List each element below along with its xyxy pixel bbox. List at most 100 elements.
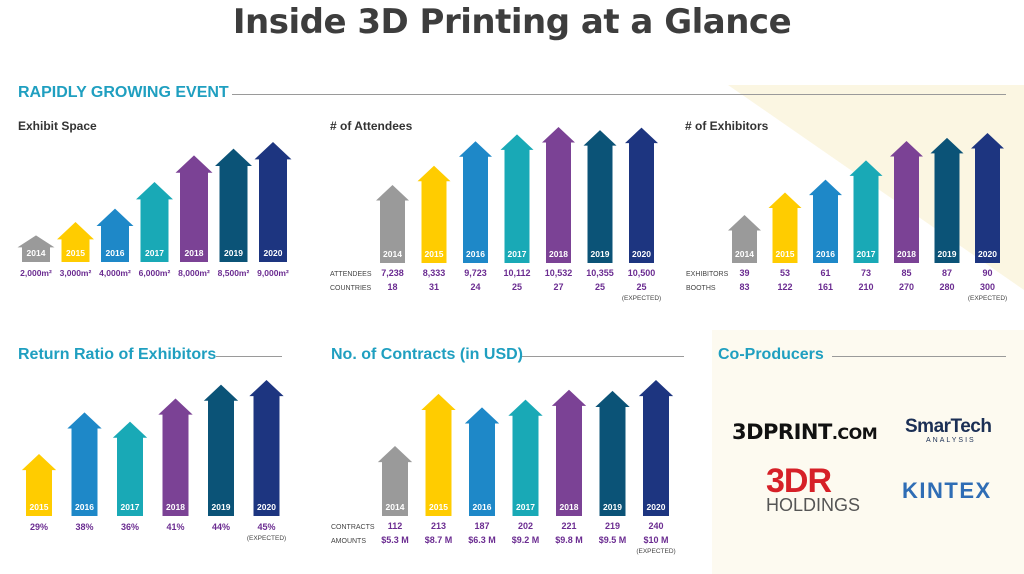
year-label: 2014 — [383, 249, 402, 259]
chart-bar-2020 — [638, 380, 674, 516]
year-label: 2019 — [603, 502, 622, 512]
expected-note: (EXPECTED) — [247, 535, 286, 542]
data-label: 8,333 — [423, 268, 446, 278]
year-label: 2016 — [106, 248, 125, 258]
data-label: 10,532 — [545, 268, 573, 278]
data-label: 6,000m² — [139, 268, 171, 278]
chart-bar-2014 — [376, 185, 409, 263]
logo-3dr: 3DR — [766, 462, 832, 500]
data-label: 8,000m² — [178, 268, 210, 278]
chart-bar-2016 — [464, 407, 500, 516]
logo-3dprint-main: 3DPRINT — [732, 420, 832, 444]
row-label: AMOUNTS — [331, 538, 366, 545]
data-label: 210 — [858, 282, 873, 292]
chart-bar-2015 — [421, 393, 456, 516]
data-label: 53 — [780, 268, 790, 278]
data-label: 187 — [474, 521, 489, 531]
chart-bar-2019 — [215, 148, 252, 262]
data-label: $8.7 M — [425, 535, 453, 545]
year-label: 2019 — [938, 249, 957, 259]
chart-bar-2020 — [249, 380, 284, 516]
data-label: 221 — [561, 521, 576, 531]
year-label: 2020 — [632, 249, 651, 259]
year-label: 2020 — [647, 502, 666, 512]
chart-bar-2015 — [417, 165, 451, 263]
data-label: $9.8 M — [555, 535, 583, 545]
data-label: 9,000m² — [257, 268, 289, 278]
chart-bar-2018 — [175, 155, 213, 262]
chart-bar-2017 — [136, 182, 173, 262]
chart-bar-2017 — [500, 134, 534, 263]
section-title-return: Return Ratio of Exhibitors — [18, 346, 217, 363]
section-rule-contracts — [522, 356, 684, 357]
data-label: 44% — [212, 522, 230, 532]
data-label: 36% — [121, 522, 139, 532]
logo-kintex: KINTEX — [902, 478, 992, 503]
year-label: 2018 — [897, 249, 916, 259]
chart-bar-2016 — [96, 208, 134, 262]
chart-bar-2015 — [57, 222, 94, 262]
year-label: 2018 — [185, 248, 204, 258]
data-label: 202 — [518, 521, 533, 531]
data-label: 83 — [739, 282, 749, 292]
expected-note: (EXPECTED) — [968, 295, 1007, 302]
logo-smartech: SmarTech — [905, 416, 992, 437]
chart-bar-2014 — [728, 215, 761, 263]
year-label: 2015 — [66, 248, 85, 258]
data-label: 27 — [553, 282, 563, 292]
data-label: 10,355 — [586, 268, 614, 278]
year-label: 2020 — [264, 248, 283, 258]
chart-bar-2017 — [508, 399, 543, 516]
logo-3dprint-suffix: .COM — [831, 424, 878, 443]
data-label: 4,000m² — [99, 268, 131, 278]
data-label: 161 — [818, 282, 833, 292]
chart-bar-2019 — [583, 130, 617, 263]
year-label: 2018 — [560, 502, 579, 512]
chart-title-attendees: # of Attendees — [330, 119, 413, 133]
data-label: 300 — [980, 282, 995, 292]
data-label: 45% — [257, 522, 275, 532]
chart-bar-2019 — [203, 384, 239, 516]
expected-note: (EXPECTED) — [622, 295, 661, 302]
logo-3dr-holdings: HOLDINGS — [766, 495, 861, 515]
data-label: 85 — [901, 268, 911, 278]
row-label: CONTRACTS — [331, 524, 375, 531]
data-label: 90 — [982, 268, 992, 278]
year-label: 2016 — [466, 249, 485, 259]
chart-bar-2016 — [67, 412, 102, 516]
section-rule-growing — [232, 94, 1006, 95]
chart-bar-2020 — [971, 133, 1004, 263]
section-title-growing: RAPIDLY GROWING EVENT — [18, 84, 229, 101]
year-label: 2017 — [516, 502, 535, 512]
row-label: EXHIBITORS — [686, 271, 729, 278]
chart-bar-2019 — [595, 390, 630, 516]
data-label: 270 — [899, 282, 914, 292]
year-label: 2014 — [386, 502, 405, 512]
data-label: 10,112 — [503, 268, 530, 278]
year-label: 2016 — [75, 502, 94, 512]
row-label: ATTENDEES — [330, 271, 372, 278]
year-label: 2016 — [473, 502, 492, 512]
chart-title-exhibit-space: Exhibit Space — [18, 119, 97, 133]
data-label: 213 — [431, 521, 446, 531]
data-label: 122 — [777, 282, 792, 292]
year-label: 2018 — [166, 502, 185, 512]
data-label: $9.2 M — [512, 535, 540, 545]
chart-bar-2015 — [768, 192, 802, 263]
data-label: 73 — [861, 268, 871, 278]
year-label: 2017 — [857, 249, 876, 259]
year-label: 2015 — [425, 249, 444, 259]
data-label: $6.3 M — [468, 535, 496, 545]
year-label: 2019 — [212, 502, 231, 512]
chart-bar-2014 — [377, 446, 413, 516]
data-label: 25 — [512, 282, 522, 292]
data-label: $10 M — [643, 535, 668, 545]
expected-note: (EXPECTED) — [636, 548, 675, 555]
data-label: 240 — [648, 521, 663, 531]
data-label: 8,500m² — [218, 268, 250, 278]
section-rule-return — [216, 356, 282, 357]
